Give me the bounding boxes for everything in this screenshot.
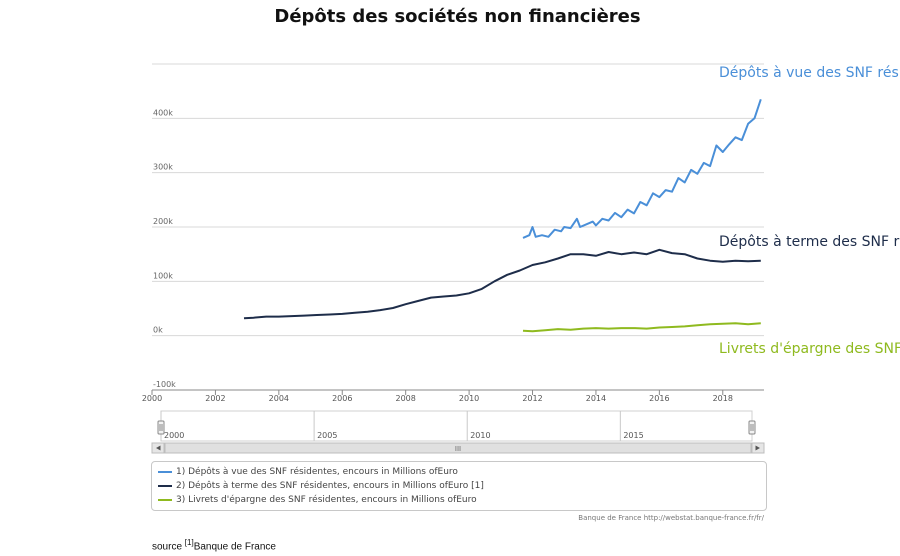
grid-lines xyxy=(152,63,764,391)
legend-label-3: 3) Livrets d'épargne des SNF résidentes,… xyxy=(176,495,477,505)
x-tick-label: 2002 xyxy=(205,394,225,403)
series-line-1 xyxy=(522,98,762,239)
series-end-label-3: Livrets d'épargne des SNF xyxy=(719,341,900,357)
x-axis: 2000 2002 2004 2006 2008 2010 2012 2014 2016 2018 xyxy=(142,389,764,403)
series-lines xyxy=(243,98,762,333)
y-tick-label: -100k xyxy=(153,380,176,389)
series-end-label-1: Dépôts à vue des SNF rés xyxy=(719,65,899,81)
navigator-label: 2005 xyxy=(317,431,337,440)
chart-title: Dépôts des sociétés non financières xyxy=(274,6,641,27)
navigator-left-handle[interactable] xyxy=(157,420,165,435)
x-tick-label: 2014 xyxy=(586,394,606,403)
x-tick-label: 2016 xyxy=(649,394,669,403)
legend-swatch-1 xyxy=(158,471,172,473)
credit-link[interactable]: Banque de France http://webstat.banque-f… xyxy=(578,514,764,522)
scrollbar-grip: III xyxy=(455,445,461,453)
chevron-right-icon xyxy=(755,445,760,451)
series-end-labels: Dépôts à vue des SNF rés Dépôts à terme d… xyxy=(719,65,900,357)
series-line-3 xyxy=(522,322,761,333)
x-tick-label: 2000 xyxy=(142,394,162,403)
x-tick-label: 2004 xyxy=(269,394,289,403)
x-tick-label: 2006 xyxy=(332,394,352,403)
y-tick-label: 200k xyxy=(153,217,173,226)
legend-item[interactable]: 3) Livrets d'épargne des SNF résidentes,… xyxy=(158,493,766,507)
legend: 1) Dépôts à vue des SNF résidentes, enco… xyxy=(151,461,767,511)
navigator-right-handle[interactable] xyxy=(748,420,756,435)
y-tick-label: 400k xyxy=(153,108,173,117)
y-tick-label: 0k xyxy=(153,326,163,335)
source-note: source [1]Banque de France xyxy=(152,538,276,552)
legend-swatch-3 xyxy=(158,499,172,501)
navigator-label: 2015 xyxy=(623,431,643,440)
x-tick-label: 2018 xyxy=(713,394,733,403)
legend-item[interactable]: 1) Dépôts à vue des SNF résidentes, enco… xyxy=(158,465,766,479)
series-line-2 xyxy=(243,248,761,320)
legend-item[interactable]: 2) Dépôts à terme des SNF résidentes, en… xyxy=(158,479,766,493)
navigator-label: 2000 xyxy=(164,431,184,440)
source-prefix: source xyxy=(152,541,185,553)
legend-swatch-2 xyxy=(158,485,172,487)
series-end-label-2: Dépôts à terme des SNF r xyxy=(719,234,900,250)
x-tick-label: 2008 xyxy=(395,394,415,403)
navigator-label: 2010 xyxy=(470,431,490,440)
chevron-left-icon xyxy=(156,445,161,451)
x-tick-label: 2010 xyxy=(459,394,479,403)
x-tick-label: 2012 xyxy=(522,394,542,403)
range-scrollbar[interactable]: III xyxy=(151,442,765,454)
y-tick-label: 100k xyxy=(153,271,173,280)
source-ref: [1] xyxy=(184,538,194,547)
y-axis-ticks: -100k 0k 100k 200k 300k 400k xyxy=(153,108,176,389)
y-tick-label: 300k xyxy=(153,163,173,172)
navigator-frame xyxy=(160,410,753,442)
source-text: Banque de France xyxy=(193,541,276,553)
legend-label-2: 2) Dépôts à terme des SNF résidentes, en… xyxy=(176,481,484,491)
legend-label-1: 1) Dépôts à vue des SNF résidentes, enco… xyxy=(176,467,458,477)
scrollbar-thumb[interactable] xyxy=(164,442,752,454)
range-navigator[interactable]: 2000 2005 2010 2015 xyxy=(157,410,756,442)
